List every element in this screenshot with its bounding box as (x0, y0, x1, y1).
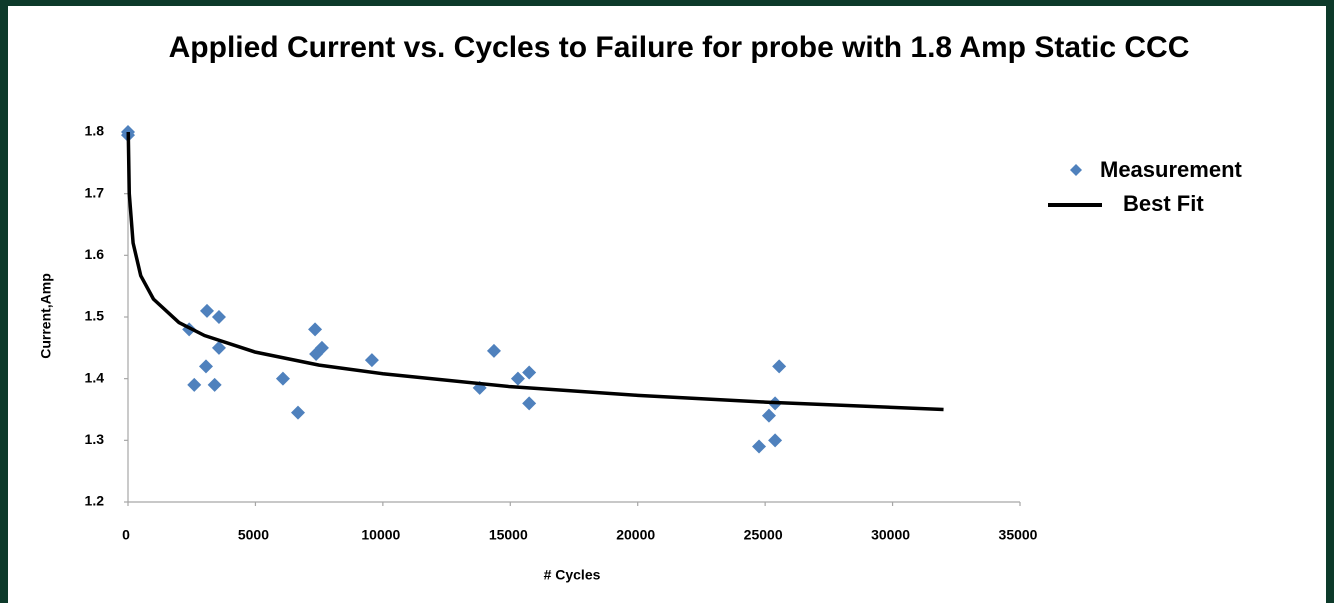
data-point (486, 343, 501, 358)
chart-panel: Applied Current vs. Cycles to Failure fo… (8, 6, 1326, 603)
x-tick-label: 30000 (871, 527, 910, 543)
y-tick-label: 1.4 (85, 369, 105, 385)
y-tick-label: 1.7 (85, 184, 105, 200)
legend-marker (1070, 164, 1082, 176)
y-tick-label: 1.8 (85, 123, 105, 139)
data-point (275, 371, 290, 386)
x-tick-label: 0 (122, 527, 130, 543)
data-point (200, 303, 215, 318)
data-point (522, 365, 537, 380)
chart-title: Applied Current vs. Cycles to Failure fo… (168, 31, 1190, 64)
y-tick-label: 1.2 (85, 493, 105, 509)
data-point (522, 396, 537, 411)
y-tick-label: 1.6 (85, 246, 105, 262)
data-point (364, 353, 379, 368)
data-point (314, 340, 329, 355)
fit-line (126, 131, 944, 412)
data-point (290, 405, 305, 420)
data-point (198, 359, 213, 374)
x-tick-label: 20000 (616, 527, 655, 543)
x-tick-label: 35000 (999, 527, 1038, 543)
y-tick-label: 1.5 (85, 308, 105, 324)
data-point (510, 371, 525, 386)
legend-label: Measurement (1100, 157, 1243, 182)
x-tick-label: 10000 (361, 527, 400, 543)
data-point (308, 322, 323, 337)
x-axis-label: # Cycles (544, 567, 601, 583)
x-tick-label: 15000 (489, 527, 528, 543)
data-point (207, 377, 222, 392)
data-point (768, 433, 783, 448)
data-point (211, 340, 226, 355)
x-tick-label: 5000 (238, 527, 269, 543)
legend-label: Best Fit (1123, 191, 1204, 216)
y-tick-label: 1.3 (85, 431, 105, 447)
data-point (211, 310, 226, 324)
data-point (752, 439, 767, 454)
data-point (187, 377, 202, 392)
data-point (761, 408, 776, 423)
x-tick-label: 25000 (744, 527, 783, 543)
data-point (772, 359, 787, 374)
y-axis-label: Current,Amp (38, 273, 54, 359)
